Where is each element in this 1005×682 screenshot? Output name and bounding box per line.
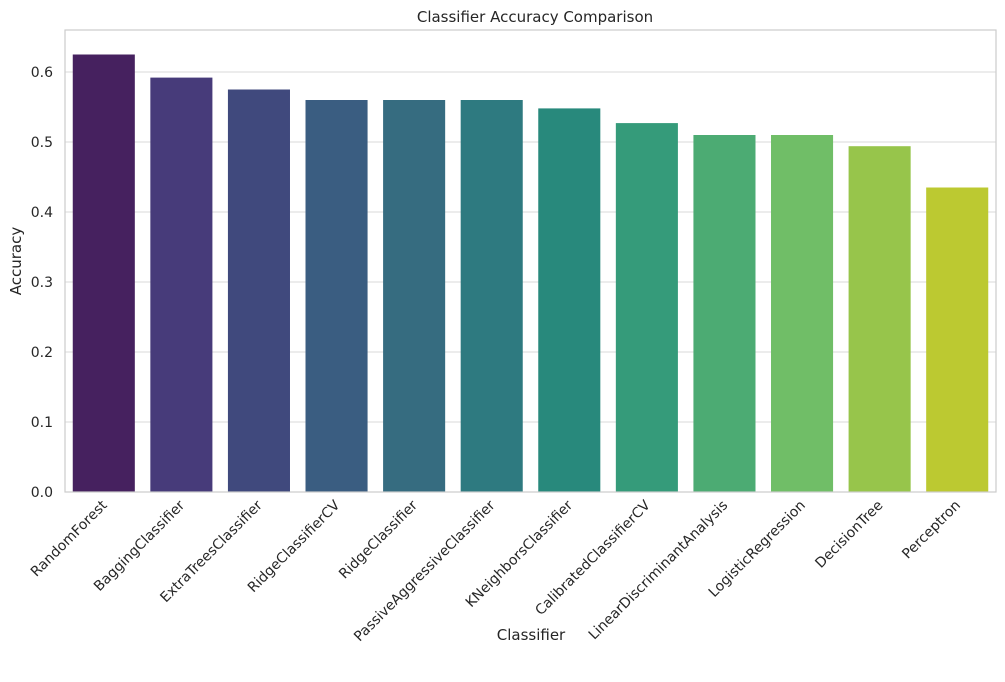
bar-ExtraTreesClassifier xyxy=(227,89,290,492)
x-tick-label: Perceptron xyxy=(899,498,964,563)
x-tick-label: LinearDiscriminantAnalysis xyxy=(586,498,732,644)
y-tick-label: 0.5 xyxy=(31,135,53,151)
y-tick-label: 0.2 xyxy=(31,345,53,361)
bar-Perceptron xyxy=(926,187,989,492)
bar-RandomForest xyxy=(72,54,135,492)
bar-RidgeClassifierCV xyxy=(305,100,368,492)
y-tick-label: 0.1 xyxy=(31,415,53,431)
x-tick-label: RidgeClassifier xyxy=(336,497,421,582)
bars xyxy=(72,54,989,493)
x-tick-labels: RandomForestBaggingClassifierExtraTreesC… xyxy=(28,497,964,645)
bar-LogisticRegression xyxy=(771,135,834,492)
y-tick-label: 0.6 xyxy=(31,65,53,81)
plot-frame xyxy=(64,29,997,493)
x-tick-label: DecisionTree xyxy=(812,498,886,572)
bar-RidgeClassifier xyxy=(383,100,446,492)
gridlines xyxy=(65,71,996,493)
bar-KNeighborsClassifier xyxy=(538,108,601,493)
bar-CalibratedClassifierCV xyxy=(615,123,678,492)
y-axis-title: Accuracy xyxy=(7,227,25,296)
x-tick-label: PassiveAggressiveClassifier xyxy=(351,497,499,645)
y-tick-label: 0.3 xyxy=(31,275,53,291)
y-tick-label: 0.0 xyxy=(31,485,53,501)
y-tick-label: 0.4 xyxy=(31,205,53,221)
bar-LinearDiscriminantAnalysis xyxy=(693,135,756,492)
chart-title: Classifier Accuracy Comparison xyxy=(417,8,653,26)
y-tick-labels: 0.0 0.1 0.2 0.3 0.4 0.5 0.6 xyxy=(31,65,53,501)
x-tick-label: RandomForest xyxy=(28,497,111,580)
bar-BaggingClassifier xyxy=(150,77,213,492)
x-axis-title: Classifier xyxy=(497,626,566,644)
bar-DecisionTree xyxy=(848,146,911,492)
bar-PassiveAggressiveClassifier xyxy=(460,100,523,492)
